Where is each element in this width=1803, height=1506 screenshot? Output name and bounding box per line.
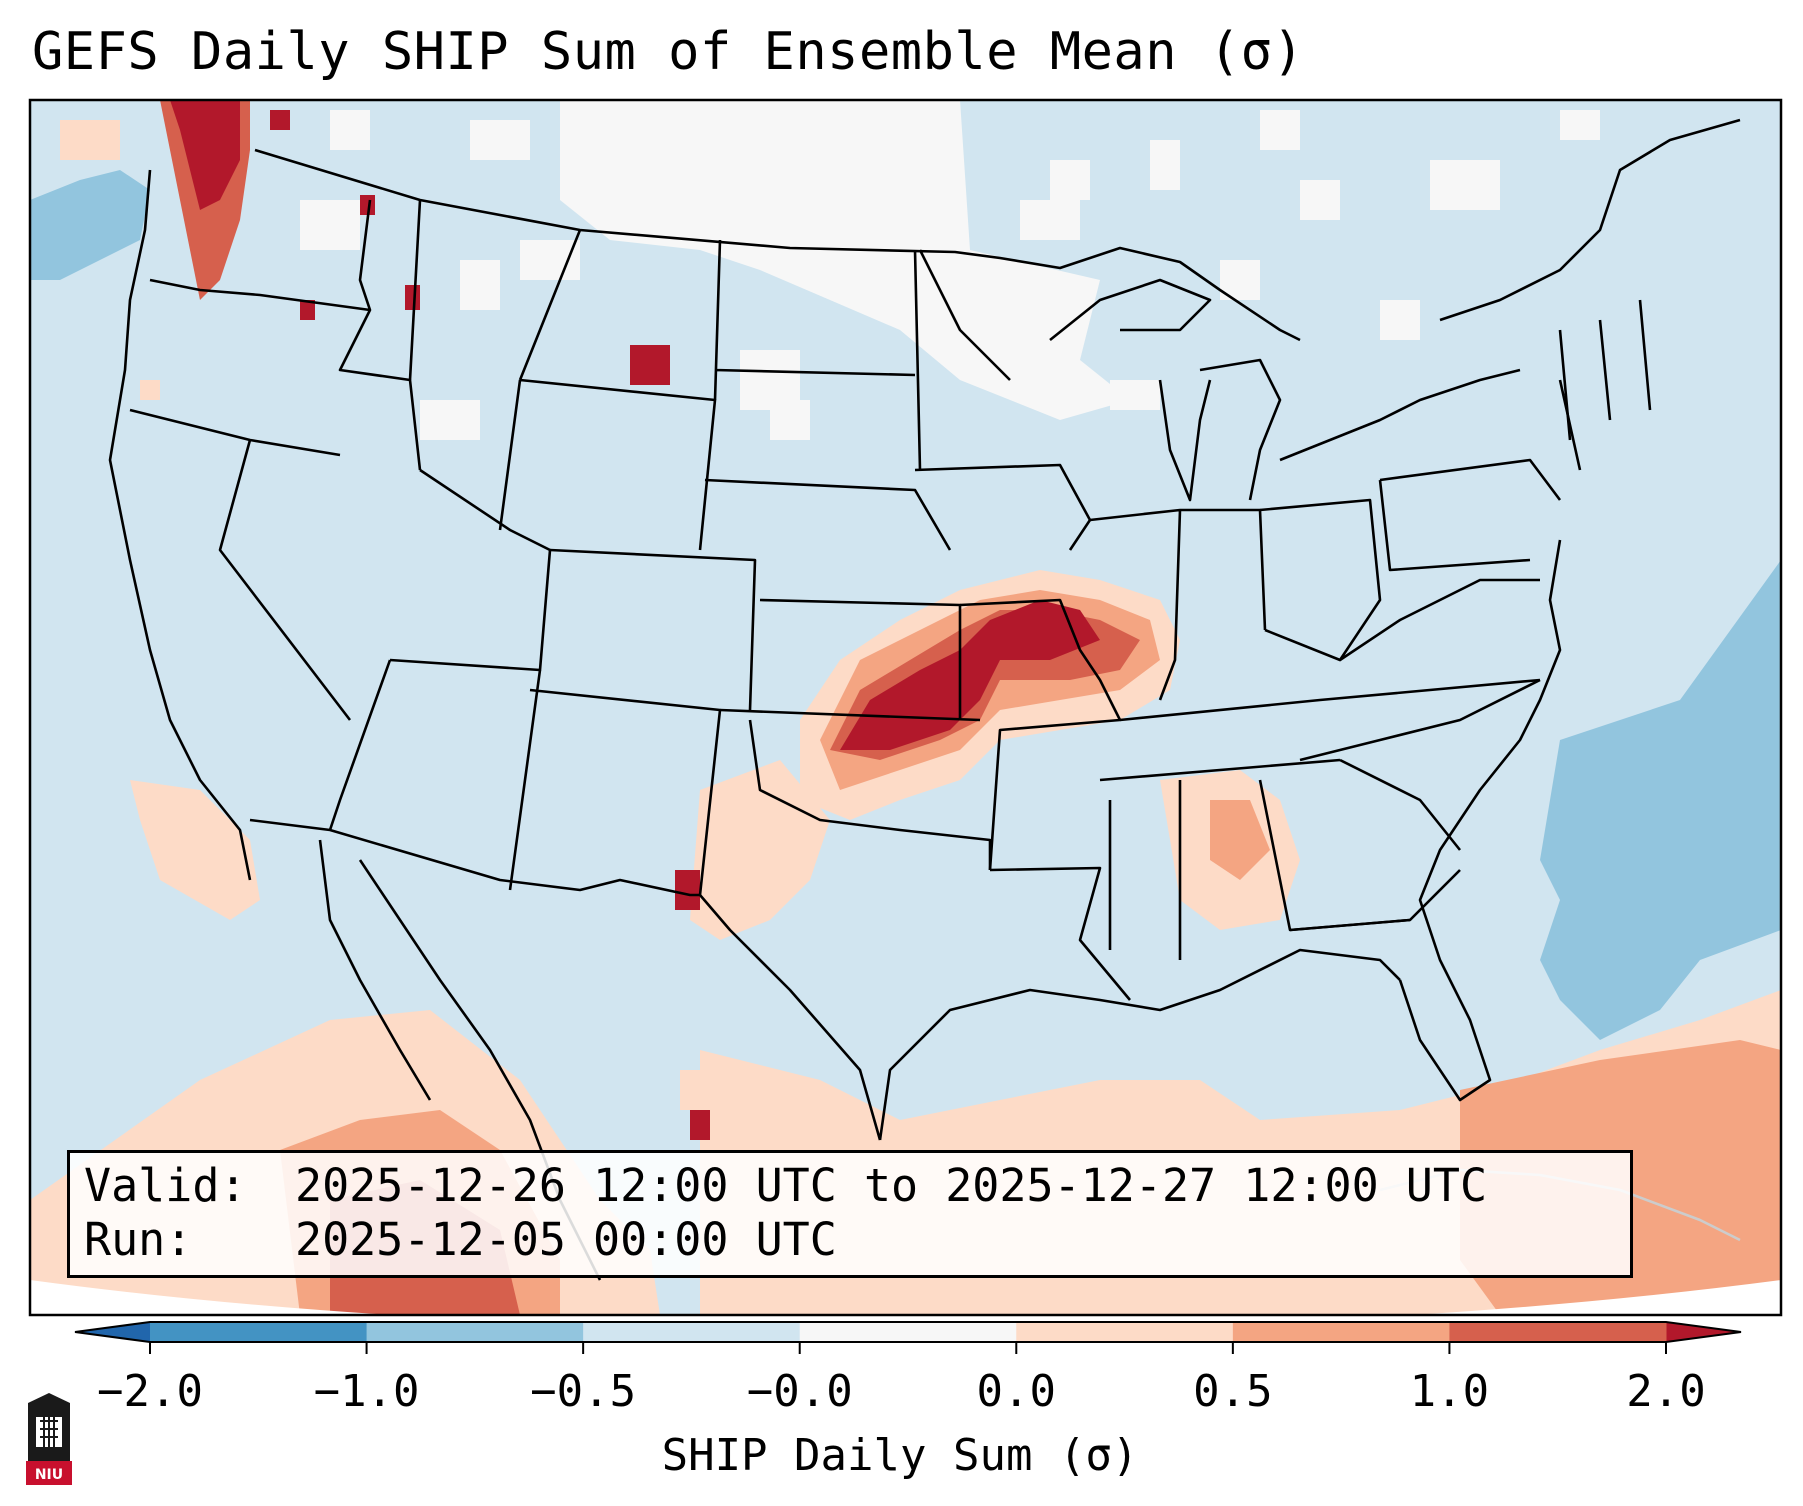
colorbar-tick-label: 2.0 bbox=[1626, 1366, 1706, 1417]
info-box: Valid: 2025-12-26 12:00 UTC to 2025-12-27… bbox=[67, 1150, 1633, 1278]
colorbar-tick-label: 0.0 bbox=[976, 1366, 1057, 1417]
colorbar-segment bbox=[583, 1322, 801, 1342]
run-label: Run: bbox=[84, 1213, 193, 1266]
near-zero-region-north bbox=[560, 100, 1130, 420]
positive-anomaly-southeast-mid bbox=[1210, 800, 1270, 880]
run-value: 2025-12-05 00:00 UTC bbox=[295, 1213, 837, 1266]
state-line-az bbox=[328, 659, 392, 831]
positive-anomaly-plains-extreme bbox=[840, 600, 1100, 750]
state-line-co bbox=[549, 548, 757, 711]
gulf-coast bbox=[878, 948, 1401, 1141]
state-line-mo bbox=[959, 598, 1122, 871]
state-line-pa-ny bbox=[1378, 379, 1582, 572]
valid-value: 2025-12-26 12:00 UTC to 2025-12-27 12:00… bbox=[295, 1159, 1488, 1212]
valid-label: Valid: bbox=[84, 1159, 247, 1212]
great-lakes-superior bbox=[1049, 278, 1212, 342]
state-line-mn-ia bbox=[914, 249, 1092, 551]
canada-border bbox=[254, 148, 1301, 342]
colorbar-extend-high bbox=[1666, 1322, 1741, 1342]
colorbar-segment bbox=[1232, 1322, 1450, 1342]
state-line-oh bbox=[1259, 498, 1382, 662]
positive-anomaly-spots-light bbox=[60, 120, 730, 1110]
state-line-ga-sc bbox=[1289, 758, 1462, 932]
state-line-nv bbox=[218, 439, 352, 721]
state-line-nd-sd bbox=[713, 239, 922, 471]
colorbar-tick-label: −2.0 bbox=[97, 1366, 203, 1417]
state-line-ok-tx bbox=[748, 719, 992, 870]
colorbar-segment bbox=[1449, 1322, 1667, 1342]
colorbar-segment bbox=[1016, 1322, 1234, 1342]
state-line-new-england bbox=[1558, 299, 1652, 441]
state-line-wa-or bbox=[149, 278, 371, 312]
mexico-border bbox=[249, 818, 882, 1141]
map-frame bbox=[28, 98, 1783, 1317]
state-line-mt bbox=[408, 199, 582, 381]
colorbar-tick-label: 0.5 bbox=[1193, 1366, 1273, 1417]
baja-coast bbox=[318, 839, 432, 1101]
positive-anomaly-texas bbox=[690, 760, 830, 940]
map-title: GEFS Daily SHIP Sum of Ensemble Mean (σ) bbox=[32, 22, 1305, 82]
state-line-id bbox=[338, 199, 422, 471]
svg-text:NIU: NIU bbox=[35, 1467, 63, 1483]
colorbar-tick-label: 1.0 bbox=[1409, 1366, 1490, 1417]
colorbar-segment bbox=[366, 1322, 584, 1342]
colorbar-tick-label: −1.0 bbox=[313, 1366, 420, 1417]
great-lakes-erie-ontario bbox=[1279, 368, 1521, 462]
colorbar-extend-low bbox=[75, 1322, 150, 1342]
negative-anomaly-pacific bbox=[30, 170, 150, 280]
map-field bbox=[30, 100, 1781, 1315]
canada-border-east bbox=[1439, 118, 1741, 322]
east-coast bbox=[1398, 539, 1562, 1102]
state-line-ky-tn bbox=[1099, 678, 1541, 782]
west-coast bbox=[108, 169, 252, 881]
colorbar-tick-label: −0.0 bbox=[746, 1366, 853, 1417]
great-lakes-michigan bbox=[1158, 358, 1282, 502]
projection-edge bbox=[30, 1280, 1781, 1315]
positive-anomaly-south bbox=[130, 780, 260, 920]
colorbar-segment bbox=[150, 1322, 368, 1342]
colorbar bbox=[74, 1321, 1742, 1354]
colorbar-label: SHIP Daily Sum (σ) bbox=[661, 1430, 1139, 1481]
colorbar-tick-label: −0.5 bbox=[530, 1366, 637, 1417]
niu-logo: NIU bbox=[26, 1393, 72, 1485]
near-zero-patches bbox=[300, 110, 1600, 440]
positive-anomaly-pnw-extreme bbox=[170, 100, 240, 210]
negative-anomaly-atlantic bbox=[1540, 560, 1781, 1040]
colorbar-segment bbox=[799, 1322, 1017, 1342]
state-line-ar-la bbox=[989, 866, 1131, 1001]
state-line-va-nc bbox=[1299, 578, 1541, 762]
